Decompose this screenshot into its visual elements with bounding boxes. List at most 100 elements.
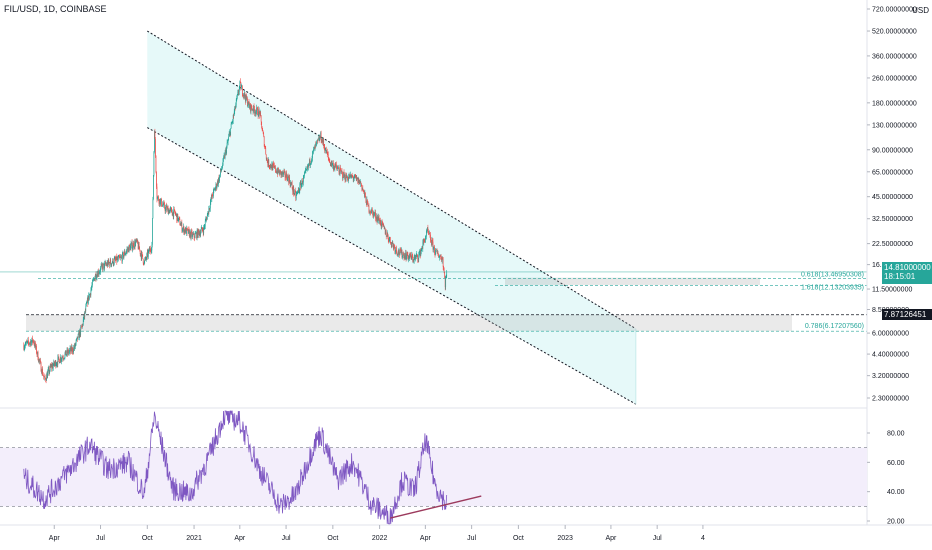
candle-body [342,172,343,178]
candle-body [263,136,265,147]
candle-body [167,207,168,208]
candle-body [344,174,346,181]
candle-body [337,167,339,169]
candle-body [66,349,68,355]
candle-body [115,259,117,261]
candle-body [325,147,327,154]
candle-body [441,259,442,262]
candle-body [226,146,227,154]
candle-body [378,216,380,221]
candle-body [110,259,112,264]
candle-body [365,192,366,197]
candle-body [52,365,54,369]
time-axis[interactable]: Apr Jul Oct 2021 Apr Jul Oct 2022 Apr Jul Oct 2023 A… [0,524,932,542]
candle-body [152,199,154,219]
candle-body [352,176,354,177]
candle-body [48,368,50,373]
candle-body [205,219,207,222]
candle-body [374,212,376,215]
candle-body [446,271,448,277]
candle-body [286,178,288,181]
candle-body [334,166,336,169]
candle-body [430,234,431,241]
candle-body [59,361,61,364]
candle-body [288,177,290,183]
candle-body [299,183,301,184]
candle-body [210,197,212,199]
candle-body [176,213,178,221]
price-axis[interactable]: 720.00000000 520.00000000 360.00000000 260.… [866,0,917,525]
candle-body [26,341,28,343]
candle-body [25,341,27,343]
candle-body [444,278,446,288]
candle-body [39,360,41,362]
candle-body [388,240,390,242]
candle-body [350,174,352,178]
candle-body [65,350,67,356]
candle-body [238,86,240,92]
candle-body [331,161,333,166]
candle-body [250,103,251,112]
candle-body [27,339,29,342]
time-tick-label: 2022 [372,535,388,542]
candle-body [233,111,235,116]
candle-body [222,158,224,166]
candle-body [274,166,276,168]
candle-body [369,211,371,213]
candle-body [179,225,181,226]
candle-body [84,311,86,312]
candle-body [239,81,241,83]
candle-body [433,246,434,250]
candle-body [122,252,123,262]
candle-body [283,171,285,173]
candle-body [272,163,274,170]
price-tick-label: 3.20000000 [872,373,909,380]
candle-body [35,342,36,348]
candle-body [112,258,114,263]
candle-body [276,171,278,174]
candle-body [231,123,233,125]
candle-body [429,233,430,235]
candle-body [228,133,230,137]
candle-body [324,147,326,152]
candle-body [419,250,421,254]
candle-body [426,231,427,237]
candle-body [190,231,192,238]
candle-body [148,248,150,252]
candle-body [249,103,251,109]
candle-body [267,159,269,166]
candle-body [392,242,394,245]
time-tick-label: Oct [327,535,338,542]
candle-body [269,164,271,167]
candle-body [304,172,306,174]
candle-body [329,162,331,166]
candle-body [44,376,46,379]
candle-body [124,251,126,255]
candle-body [143,263,145,265]
candle-body [231,121,233,124]
candle-body [251,105,252,109]
time-tick-label: Apr [234,535,246,542]
candle-body [141,252,143,255]
candle-body [209,208,211,210]
candle-body [138,243,139,249]
candle-body [77,336,78,340]
candle-body [92,280,93,286]
time-tick-label: Jul [467,535,476,542]
candle-body [344,174,345,178]
candle-body [149,248,151,251]
candle-body [381,220,382,227]
candle-body [108,260,110,263]
price-tick-label: 520.00000000 [872,29,917,36]
candle-body [96,274,98,278]
candle-body [189,230,190,237]
candle-body [375,218,377,220]
candle-body [311,158,313,161]
candle-body [211,193,213,199]
candle-body [33,342,35,344]
candle-body [126,251,127,253]
candle-body [111,263,113,266]
candle-body [117,258,119,260]
candle-body [220,169,222,171]
